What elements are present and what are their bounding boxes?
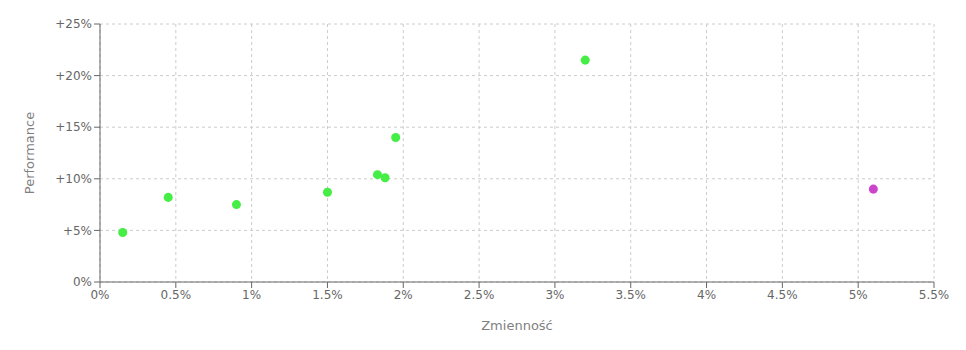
svg-text:+15%: +15% xyxy=(55,120,92,134)
svg-text:0%: 0% xyxy=(90,288,109,302)
svg-text:3.5%: 3.5% xyxy=(615,288,646,302)
svg-text:0%: 0% xyxy=(73,275,92,289)
svg-text:5%: 5% xyxy=(849,288,868,302)
svg-text:Performance: Performance xyxy=(22,112,37,194)
svg-text:2%: 2% xyxy=(394,288,413,302)
svg-text:2.5%: 2.5% xyxy=(464,288,495,302)
svg-text:Zmienność: Zmienność xyxy=(481,318,553,333)
svg-text:4.5%: 4.5% xyxy=(767,288,798,302)
svg-text:1%: 1% xyxy=(242,288,261,302)
svg-text:1.5%: 1.5% xyxy=(312,288,343,302)
svg-text:+5%: +5% xyxy=(63,224,92,238)
svg-text:+10%: +10% xyxy=(55,172,92,186)
svg-text:5.5%: 5.5% xyxy=(919,288,950,302)
svg-text:+20%: +20% xyxy=(55,69,92,83)
svg-text:0.5%: 0.5% xyxy=(161,288,192,302)
svg-text:4%: 4% xyxy=(697,288,716,302)
svg-text:3%: 3% xyxy=(545,288,564,302)
svg-text:+25%: +25% xyxy=(55,17,92,31)
